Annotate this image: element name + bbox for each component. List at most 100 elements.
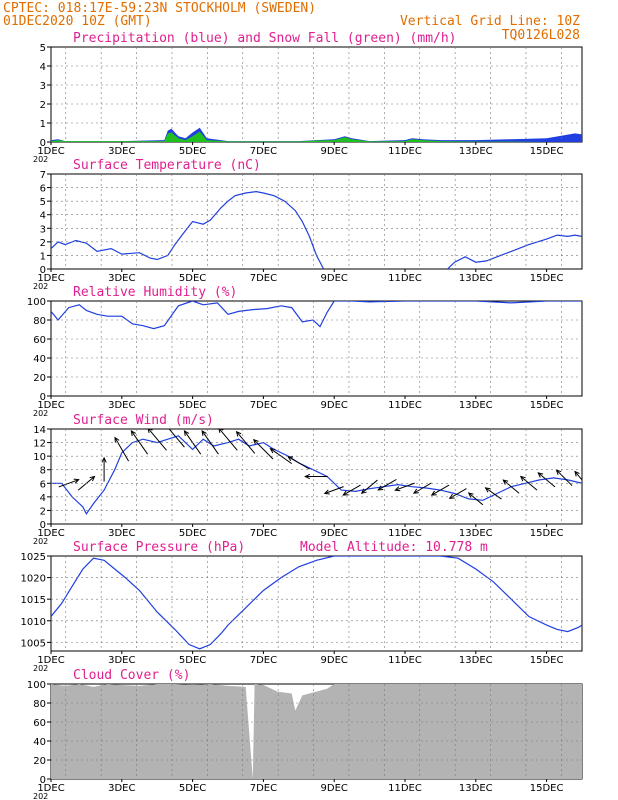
y-tick-label: 80 — [33, 699, 46, 710]
series-layer — [51, 301, 582, 330]
panel-title: Surface Wind (m/s) — [73, 413, 214, 428]
wind-arrow-shaft — [413, 482, 432, 494]
x-tick-label: 15DEC — [530, 273, 564, 284]
x-tick-label: 5DEC — [179, 655, 206, 666]
series-layer — [51, 190, 582, 269]
wind-arrow — [114, 436, 130, 462]
wind-arrow — [484, 487, 502, 500]
x-tick-label: 11DEC — [388, 146, 422, 157]
panel-annotation: Model Altitude: 10.778 m — [300, 540, 488, 555]
wind-arrow-shaft — [324, 486, 344, 494]
x-tick-label: 3DEC — [108, 783, 135, 794]
wind-arrow — [502, 479, 520, 494]
wind-arrow-head — [448, 493, 455, 499]
x-tick-label: 15DEC — [530, 528, 564, 539]
y-tick-label: 2 — [40, 238, 46, 249]
y-tick-label: 7 — [40, 170, 46, 181]
x-tick-label: 5DEC — [179, 783, 206, 794]
y-tick-label: 4 — [40, 211, 46, 222]
x-tick-label: 3DEC — [108, 146, 135, 157]
x-tick-label: 1DEC — [37, 783, 64, 794]
wind-arrow — [235, 430, 256, 454]
wind-arrow-head — [360, 488, 367, 495]
wind-arrow-shaft — [431, 484, 450, 496]
x-tick-label: 7DEC — [250, 655, 277, 666]
x-tick-label: 9DEC — [321, 400, 348, 411]
wind-arrow — [218, 429, 238, 451]
panel-title: Surface Pressure (hPa) — [73, 540, 245, 555]
wind-arrow-head — [304, 473, 311, 480]
y-tick-label: 3 — [40, 224, 46, 235]
series-layer — [51, 556, 582, 650]
y-tick-label: 6 — [40, 479, 46, 490]
wind-arrow-head — [342, 490, 349, 496]
x-tick-label: 7DEC — [250, 400, 277, 411]
x-tick-label: 11DEC — [388, 783, 422, 794]
wind-arrow-shaft — [537, 472, 556, 488]
x-tick-label: 13DEC — [459, 783, 493, 794]
wind-arrow-head — [269, 448, 276, 454]
panel-2: 0 1 2 3 4 5 6 7 1DEC 3DEC 5DEC 7DEC 9DEC 11DEC 13DEC 15… — [33, 158, 583, 291]
wind-arrow-head — [484, 487, 491, 493]
wind-arrow — [412, 482, 432, 494]
wind-arrow-shaft — [114, 437, 130, 462]
y-tick-label: 0 — [40, 265, 46, 276]
wind-arrow-shaft — [377, 478, 397, 491]
y-tick-label: 8 — [40, 466, 46, 477]
x-tick-label: 5DEC — [179, 528, 206, 539]
x-tick-label: 1DEC — [37, 273, 64, 284]
x-tick-label: 1DEC — [37, 146, 64, 157]
x-tick-label: 9DEC — [321, 528, 348, 539]
wind-arrow — [201, 429, 219, 455]
panel-frame — [50, 428, 583, 525]
wind-arrow-head — [394, 486, 401, 492]
y-tick-label: 100 — [27, 680, 46, 691]
wind-arrow-head — [467, 492, 474, 498]
panel-frame — [50, 173, 583, 270]
wind-arrow-shaft — [201, 430, 219, 455]
y-tick-label: 4 — [40, 62, 46, 73]
wind-arrow-shaft — [502, 479, 520, 494]
y-tick-label: 60 — [33, 718, 46, 729]
wind-arrow-shaft — [168, 429, 185, 448]
header-model-id: TQ0126L028 — [502, 28, 580, 43]
y-tick-label: 1 — [40, 119, 46, 130]
y-tick-label: 2 — [40, 100, 46, 111]
y-tick-label: 20 — [33, 373, 46, 384]
x-tick-label: 7DEC — [250, 783, 277, 794]
x-tick-label: 1DEC — [37, 528, 64, 539]
wind-arrow — [467, 492, 484, 506]
x-tick-label: 3DEC — [108, 655, 135, 666]
wind-arrow — [555, 469, 573, 487]
y-tick-label: 3 — [40, 81, 46, 92]
x-tick-label: 9DEC — [321, 783, 348, 794]
series-line — [51, 190, 325, 269]
wind-arrow — [430, 484, 450, 496]
header-run-time: 01DEC2020 10Z (GMT) — [3, 14, 152, 29]
wind-arrow-head — [147, 429, 153, 434]
y-tick-label: 12 — [33, 439, 46, 450]
panel-5: 1005 1010 1015 1020 1025 1DEC 3DEC 5DEC 7DEC 9DEC… — [21, 540, 583, 673]
y-tick-label: 6 — [40, 184, 46, 195]
wind-arrow-head — [201, 429, 207, 436]
wind-arrow-shaft — [395, 482, 415, 491]
x-tick-label: 9DEC — [321, 273, 348, 284]
y-tick-label: 1020 — [21, 574, 46, 585]
wind-arrow-head — [235, 430, 242, 437]
wind-arrow-head — [555, 469, 562, 475]
series-layer — [51, 127, 582, 142]
header-station-line: CPTEC: 018:17E-59:23N STOCKHOLM (SWEDEN) — [3, 1, 316, 16]
y-tick-label: 1005 — [21, 638, 46, 649]
panel-frame — [50, 46, 583, 143]
y-tick-label: 0 — [40, 775, 46, 786]
wind-arrow — [377, 478, 397, 491]
x-tick-label: 3DEC — [108, 528, 135, 539]
y-tick-label: 0 — [40, 392, 46, 403]
y-tick-label: 0 — [40, 520, 46, 531]
x-tick-label: 13DEC — [459, 146, 493, 157]
x-year-label: 202 — [33, 409, 48, 418]
x-tick-label: 3DEC — [108, 400, 135, 411]
wind-arrow-head — [377, 485, 384, 491]
